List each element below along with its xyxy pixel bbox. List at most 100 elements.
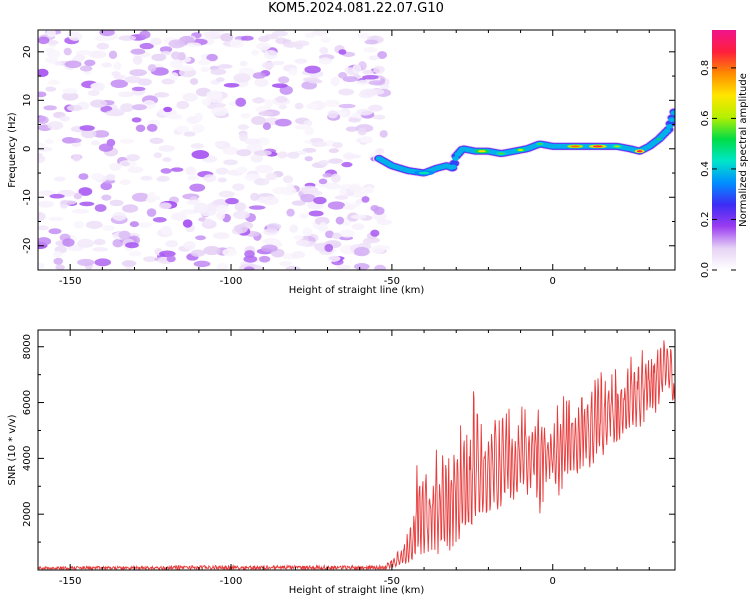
noise-blob <box>374 264 386 270</box>
noise-blob <box>251 97 266 104</box>
colorbar-tick-label: 0.8 <box>700 60 711 76</box>
noise-blob <box>286 208 295 217</box>
noise-blob <box>337 72 348 79</box>
noise-blob <box>368 80 385 86</box>
noise-blob <box>305 103 319 110</box>
noise-blob <box>190 249 206 257</box>
noise-blob <box>53 176 66 182</box>
noise-blob <box>294 102 304 110</box>
noise-blob <box>176 65 194 72</box>
noise-blob <box>237 81 249 87</box>
ridge-hotspot <box>570 145 580 148</box>
ridge-band <box>452 156 459 161</box>
noise-blob <box>325 230 335 239</box>
noise-blob <box>243 255 258 263</box>
noise-blob <box>258 111 273 117</box>
noise-blob <box>46 30 56 38</box>
noise-blob <box>87 90 100 97</box>
noise-blob <box>261 61 275 70</box>
noise-blob <box>62 238 75 247</box>
noise-blob <box>38 262 45 269</box>
noise-blob <box>327 201 346 210</box>
noise-blob <box>53 257 64 265</box>
noise-blob <box>223 82 240 88</box>
noise-blob <box>277 76 290 84</box>
noise-blob <box>75 49 93 56</box>
noise-blob <box>169 72 179 81</box>
heatmap-x-tick-label: -100 <box>220 276 243 287</box>
noise-blob <box>303 120 313 127</box>
noise-blob <box>79 125 95 131</box>
noise-blob <box>108 50 118 59</box>
noise-blob <box>140 175 153 181</box>
noise-blob <box>170 212 188 221</box>
noise-blob <box>101 194 112 201</box>
noise-blob <box>302 227 313 237</box>
noise-blob <box>94 204 107 212</box>
noise-blob <box>158 145 175 152</box>
noise-blob <box>183 131 196 137</box>
noise-blob <box>362 238 373 245</box>
noise-blob <box>153 152 163 159</box>
noise-blob <box>146 123 158 132</box>
noise-blob <box>338 103 356 109</box>
noise-blob <box>294 42 304 50</box>
noise-blob <box>330 173 341 183</box>
noise-blob <box>240 35 254 41</box>
noise-blob <box>377 51 388 59</box>
ridge-band <box>663 128 671 134</box>
noise-blob <box>43 105 57 111</box>
noise-blob <box>343 154 362 159</box>
noise-blob <box>98 143 114 152</box>
noise-blob <box>327 110 339 119</box>
heatmap-y-tick-label: 10 <box>22 94 33 107</box>
noise-blob <box>294 124 311 130</box>
noise-blob <box>217 177 227 183</box>
noise-blob <box>191 150 210 160</box>
noise-blob <box>121 260 137 267</box>
noise-blob <box>206 90 223 100</box>
noise-blob <box>92 130 110 138</box>
noise-blob <box>94 258 112 267</box>
noise-blob <box>328 148 340 154</box>
colorbar-tick-label: 0.4 <box>700 161 711 177</box>
snr-frame <box>37 329 676 571</box>
noise-blob <box>100 182 113 191</box>
noise-blob <box>90 140 100 146</box>
noise-blob <box>285 265 301 270</box>
noise-blob <box>38 142 45 148</box>
colorbar-tick-label: 0.6 <box>700 110 711 126</box>
noise-blob <box>264 33 279 40</box>
noise-blob <box>38 68 49 77</box>
noise-blob <box>351 223 365 231</box>
noise-blob <box>132 104 147 111</box>
noise-blob <box>229 39 244 49</box>
noise-blob <box>38 237 52 246</box>
noise-blob <box>304 65 321 74</box>
noise-blob <box>236 149 252 157</box>
noise-blob <box>244 138 261 145</box>
noise-blob <box>118 35 137 41</box>
noise-blob <box>364 185 375 194</box>
noise-blob <box>160 225 172 236</box>
ridge-band <box>668 117 675 123</box>
noise-blob <box>53 250 63 258</box>
snr-y-axis-label: SNR (10 * v/v) <box>7 414 18 485</box>
noise-blob <box>311 141 327 148</box>
noise-blob <box>59 115 71 122</box>
noise-blob <box>78 173 89 180</box>
noise-blob <box>235 97 247 107</box>
noise-blob <box>362 74 379 80</box>
noise-blob <box>165 240 178 248</box>
noise-blob <box>149 37 162 46</box>
noise-blob <box>91 172 104 181</box>
noise-blob <box>254 78 269 87</box>
noise-blob <box>135 124 146 132</box>
noise-blob <box>167 114 183 120</box>
noise-blob <box>262 122 271 131</box>
noise-blob <box>163 106 173 113</box>
colorbar: 0.0 0.2 0.4 0.6 0.8 Normalized spectral ampli… <box>700 30 749 278</box>
ridge-hotspot <box>614 145 620 148</box>
noise-blob <box>139 42 154 50</box>
noise-blob <box>293 235 304 240</box>
